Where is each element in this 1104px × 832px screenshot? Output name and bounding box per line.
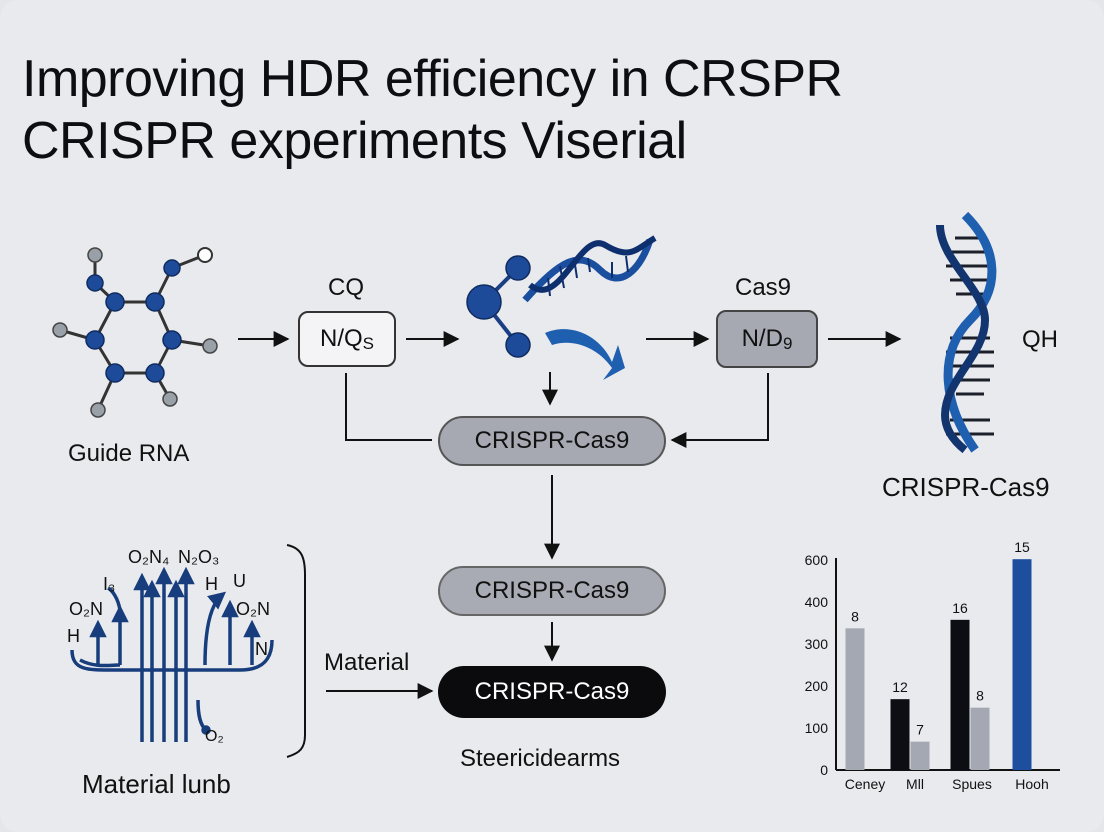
atom-label-n-right: N [255,639,268,659]
chart-bar [970,707,990,770]
atom-label-o2n4: O₂N₄ [128,547,170,567]
atom-label-o2n-left: O₂N [69,599,103,619]
nq-box-subscript: S [362,334,374,353]
chart-x-tick-label: Mll [906,776,924,792]
chart-bar [910,741,930,770]
bar-chart: 0 100 200 300 400 600 Ceney Mll Spues Hooh 8 12 16 7 8… [805,539,1060,792]
cas9-label: Cas9 [735,274,792,301]
guide-rna-label: Guide RNA [68,440,190,467]
atom-label-u: U [233,571,246,591]
chart-bar [845,628,865,770]
nd-box-subscript: 9 [782,334,793,353]
crispr-cas9-dna-label: CRISPR-Cas9 [882,472,1050,502]
chart-x-tick-label: Ceney [845,776,885,792]
chart-data-label: 8 [976,688,984,704]
chart-y-tick-label: 300 [805,636,829,652]
chart-data-label: 12 [892,679,908,695]
qh-label: QH [1022,326,1058,353]
crispr-cas9-box-3[interactable]: CRISPR-Cas9 [438,666,666,718]
atom-label-o2-bottom: O₂ [205,728,224,745]
crispr-cas9-box-1[interactable]: CRISPR-Cas9 [438,416,666,466]
chart-bar [1012,559,1032,770]
page-title: Improving HDR efficiency in CRSPR CRISPR… [22,48,843,172]
title-line-1: Improving HDR efficiency in CRSPR [22,50,843,108]
cas9-complex-icon [466,235,657,380]
chart-y-tick-label: 200 [805,678,829,694]
material-label: Material [324,649,410,676]
chart-y-tick-label: 400 [805,594,829,610]
nq-box[interactable]: N/Q S [298,311,396,367]
chart-x-tick-label: Spues [952,776,992,792]
connector-nq-to-crispr [345,373,432,441]
chart-data-label: 15 [1014,539,1030,555]
guide-rna-molecule-icon [52,247,218,418]
atom-label-h-top: H [205,574,218,594]
chart-data-label: 16 [952,600,968,616]
chart-x-tick-label: Hooh [1015,776,1048,792]
chart-data-label: 7 [916,722,924,738]
top-row-arrows [238,331,902,699]
cq-label: CQ [328,274,364,301]
chart-bar [890,699,910,770]
material-lumb-label: Material lunb [82,769,231,799]
chart-y-tick-label: 600 [805,552,829,568]
nq-box-label: N/Q [319,325,363,352]
atom-label-o2n-right: O₂N [236,599,270,619]
dna-double-helix-icon [936,211,997,454]
bracket-divider [286,544,306,758]
atom-label-n2o3: N₂O₃ [178,547,220,567]
chart-y-tick-label: 100 [805,720,829,736]
atom-label-i3: I₃ [103,574,116,594]
crispr-cas9-box-2[interactable]: CRISPR-Cas9 [438,566,666,616]
chart-y-tick-label: 0 [820,762,828,778]
connector-nd-to-crispr [670,373,769,448]
chart-bar [950,619,970,770]
atom-label-h-left: H [67,626,80,646]
material-structure-icon [70,566,274,742]
chart-data-label: 8 [851,608,859,624]
stericide-label: Steericidearms [460,745,621,772]
nd-box[interactable]: N/D 9 [716,310,818,368]
title-line-2: CRISPR experiments Viserial [22,112,687,170]
nd-box-label: N/D [741,325,783,352]
